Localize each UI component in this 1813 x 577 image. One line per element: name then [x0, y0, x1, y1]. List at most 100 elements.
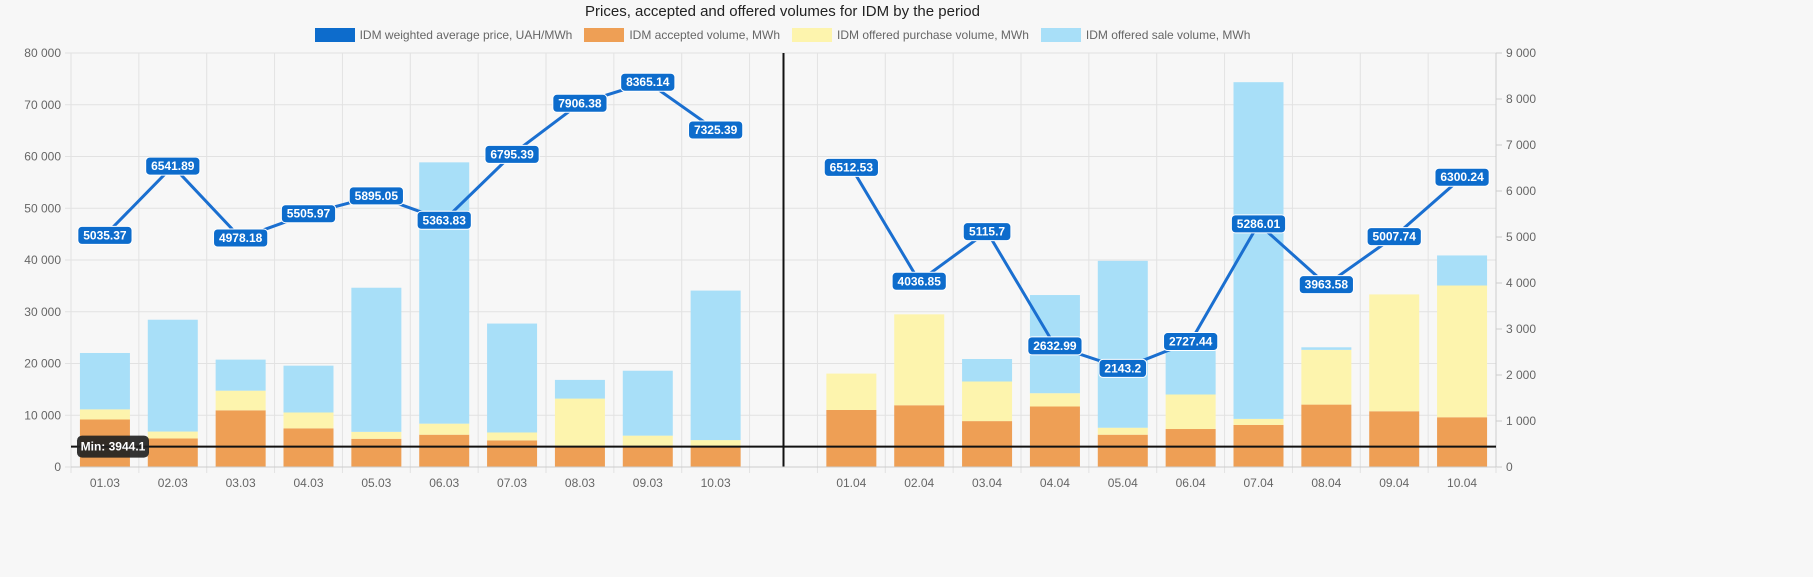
- bar-accepted: [283, 428, 334, 467]
- left-tick-label: 0: [54, 460, 61, 474]
- x-tick-label: 04.04: [1040, 476, 1070, 490]
- right-tick-label: 0: [1506, 460, 1513, 474]
- x-tick-label: 10.04: [1447, 476, 1477, 490]
- price-data-label: 2632.99: [1033, 339, 1077, 353]
- bar-sale: [351, 287, 402, 432]
- x-tick-label: 06.03: [429, 476, 459, 490]
- x-tick-label: 09.04: [1379, 476, 1409, 490]
- price-data-label: 6795.39: [490, 147, 534, 161]
- x-tick-label: 02.03: [158, 476, 188, 490]
- bar-purchase: [351, 431, 402, 439]
- legend: IDM weighted average price, UAH/MWh IDM …: [0, 28, 1565, 42]
- bar-accepted: [419, 434, 470, 467]
- bar-accepted: [894, 405, 945, 467]
- bar-sale: [1301, 347, 1352, 350]
- price-label-box: [552, 93, 608, 113]
- price-line: [103, 80, 717, 240]
- bar-accepted: [622, 446, 673, 467]
- bar-accepted: [147, 438, 198, 467]
- bar-purchase: [554, 398, 605, 447]
- bar-purchase: [826, 373, 877, 410]
- right-tick-label: 8 000: [1506, 92, 1536, 106]
- bar-sale: [79, 352, 130, 410]
- bar-accepted: [487, 440, 538, 467]
- legend-swatch: [584, 28, 625, 42]
- price-data-label: 7906.38: [558, 96, 602, 110]
- bar-sale: [1097, 260, 1148, 428]
- bar-sale: [147, 319, 198, 432]
- bar-purchase: [1301, 349, 1352, 405]
- bar-accepted: [1097, 434, 1148, 467]
- price-data-label: 5363.83: [423, 213, 467, 227]
- chart-title: Prices, accepted and offered volumes for…: [585, 3, 980, 20]
- bar-sale: [487, 323, 538, 433]
- price-data-label: 7325.39: [694, 123, 738, 137]
- price-label-box: [620, 72, 676, 92]
- price-data-label: 2727.44: [1169, 335, 1213, 349]
- bar-sale: [1165, 345, 1216, 395]
- bar-sale: [962, 358, 1013, 382]
- legend-item-sale[interactable]: IDM offered sale volume, MWh: [1040, 28, 1250, 42]
- bar-purchase: [487, 432, 538, 441]
- bar-purchase: [1233, 418, 1284, 425]
- x-tick-label: 09.03: [633, 476, 663, 490]
- bar-purchase: [1369, 294, 1420, 412]
- price-data-label: 6541.89: [151, 159, 195, 173]
- bar-accepted: [826, 409, 877, 467]
- bar-purchase: [894, 314, 945, 406]
- bar-accepted: [1301, 404, 1352, 467]
- legend-item-price[interactable]: IDM weighted average price, UAH/MWh: [314, 28, 573, 42]
- x-tick-label: 02.04: [904, 476, 934, 490]
- bar-purchase: [419, 423, 470, 435]
- left-tick-label: 80 000: [24, 46, 61, 60]
- price-label-box: [688, 120, 744, 140]
- right-tick-label: 6 000: [1506, 184, 1536, 198]
- price-data-label: 6300.24: [1440, 170, 1484, 184]
- right-tick-label: 1 000: [1506, 414, 1536, 428]
- x-tick-label: 07.04: [1243, 476, 1273, 490]
- min-label: Min: 3944.1: [81, 440, 146, 454]
- bar-purchase: [690, 440, 741, 447]
- right-tick-label: 9 000: [1506, 46, 1536, 60]
- price-label-box: [1027, 336, 1083, 356]
- price-label-box: [280, 204, 337, 224]
- left-tick-label: 60 000: [24, 150, 61, 164]
- bar-accepted: [1369, 411, 1420, 467]
- legend-label: IDM weighted average price, UAH/MWh: [359, 28, 573, 42]
- bar-accepted: [351, 438, 402, 467]
- bar-accepted: [554, 446, 605, 467]
- legend-swatch: [314, 28, 355, 42]
- price-label-box: [484, 144, 540, 164]
- legend-item-purchase[interactable]: IDM offered purchase volume, MWh: [792, 28, 1029, 42]
- bar-sale: [554, 379, 605, 399]
- bar-accepted: [962, 421, 1013, 467]
- price-label-box: [1098, 358, 1148, 378]
- legend-label: IDM accepted volume, MWh: [629, 28, 781, 42]
- price-label-box: [145, 156, 201, 176]
- right-tick-label: 7 000: [1506, 138, 1536, 152]
- price-label-box: [823, 157, 879, 177]
- bar-sale: [690, 290, 741, 441]
- x-tick-label: 03.04: [972, 476, 1002, 490]
- price-line: [850, 166, 1464, 371]
- bar-purchase: [622, 435, 673, 447]
- bar-accepted: [690, 446, 741, 467]
- price-data-label: 5115.7: [969, 225, 1005, 239]
- left-tick-label: 40 000: [24, 253, 61, 267]
- price-data-label: 2143.2: [1104, 361, 1141, 375]
- x-tick-label: 04.03: [293, 476, 323, 490]
- price-label-box: [1434, 167, 1490, 187]
- price-label-box: [416, 210, 472, 230]
- x-tick-label: 10.03: [701, 476, 731, 490]
- bar-accepted: [1165, 429, 1216, 467]
- price-data-label: 4978.18: [219, 231, 263, 245]
- left-tick-label: 30 000: [24, 305, 61, 319]
- bar-purchase: [215, 390, 266, 411]
- x-tick-label: 08.03: [565, 476, 595, 490]
- price-label-box: [962, 222, 1012, 242]
- price-label-box: [348, 186, 404, 206]
- x-tick-label: 05.03: [361, 476, 391, 490]
- bar-purchase: [962, 381, 1013, 422]
- legend-label: IDM offered purchase volume, MWh: [837, 28, 1029, 42]
- legend-item-accepted[interactable]: IDM accepted volume, MWh: [584, 28, 780, 42]
